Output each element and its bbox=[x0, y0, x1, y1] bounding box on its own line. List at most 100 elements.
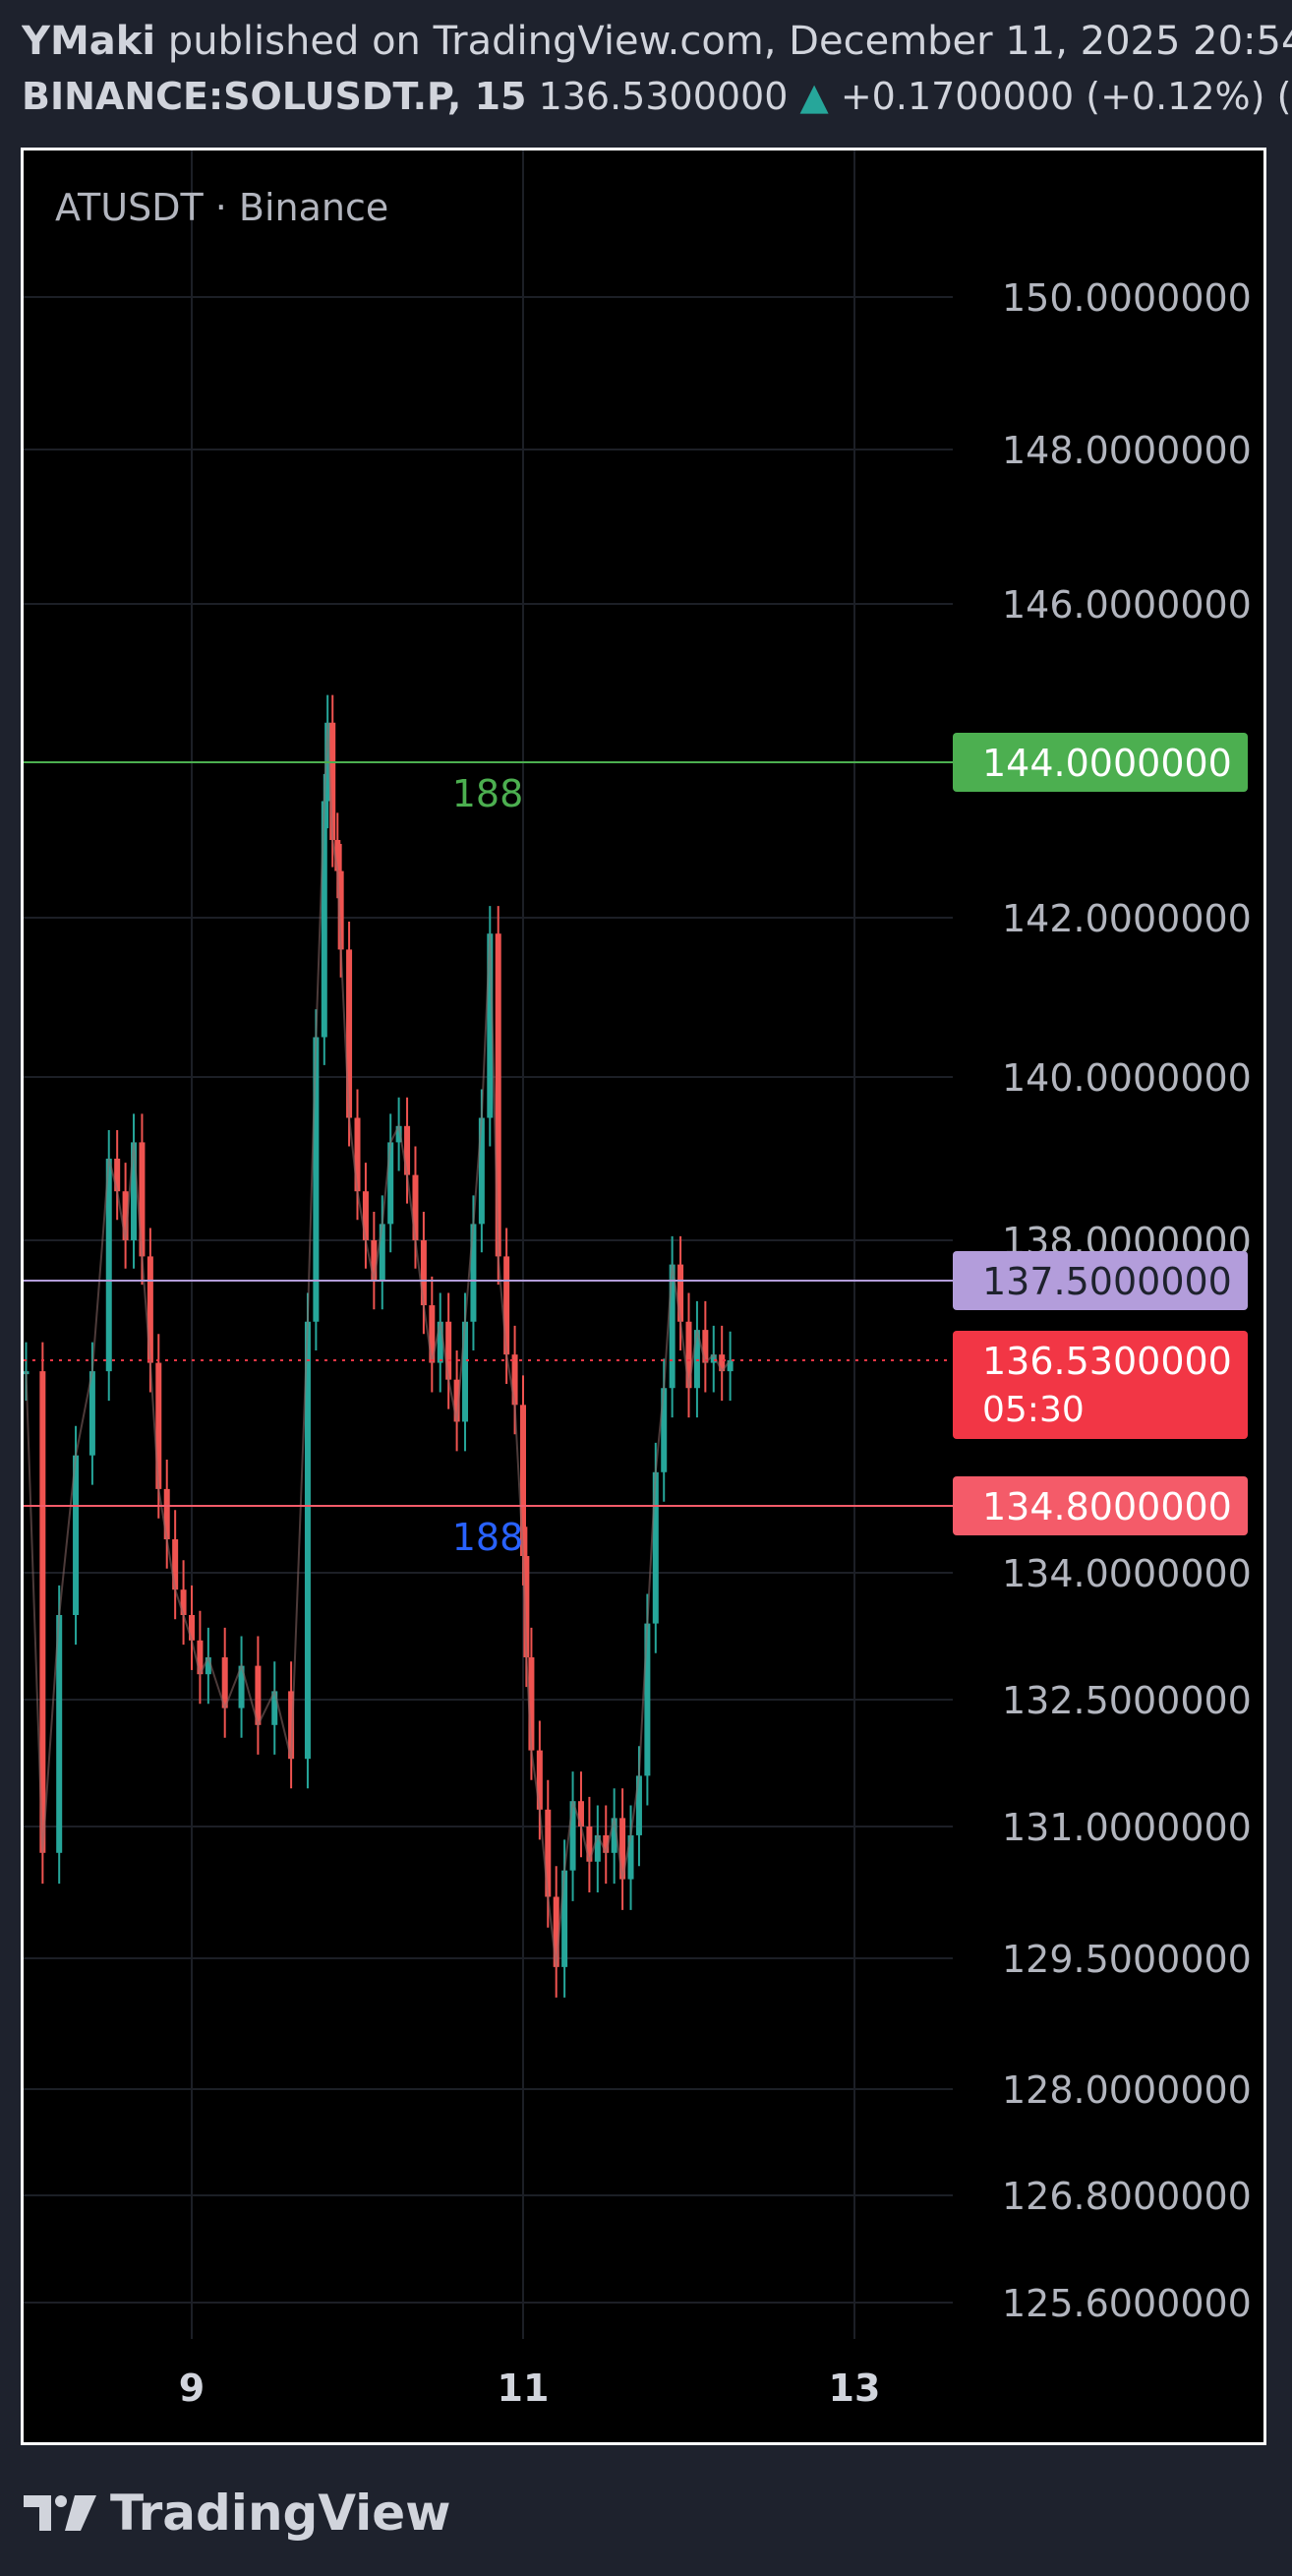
chart-title: ATUSDT · Binance bbox=[55, 186, 389, 229]
y-tick-label: 146.0000000 bbox=[1002, 583, 1252, 627]
candle-body bbox=[238, 1665, 245, 1708]
candle-body bbox=[702, 1330, 709, 1363]
chart-canvas[interactable]: 150.0000000 148.0000000 146.0000000 142.000… bbox=[24, 150, 1263, 2442]
candle-body bbox=[611, 1818, 617, 1853]
candle-body bbox=[395, 1125, 402, 1143]
candle-body bbox=[329, 722, 336, 840]
y-tick-label: 128.0000000 bbox=[1002, 2068, 1252, 2112]
last-price: 136.5300000 bbox=[538, 75, 789, 118]
candle-body bbox=[346, 949, 353, 1118]
candle-body bbox=[56, 1615, 63, 1853]
y-tick-label: 131.0000000 bbox=[1002, 1806, 1252, 1849]
candle-body bbox=[337, 870, 344, 950]
candle-body bbox=[404, 1125, 411, 1175]
candle-body bbox=[172, 1539, 179, 1590]
y-tick-label: 140.0000000 bbox=[1002, 1056, 1252, 1100]
candle-body bbox=[603, 1834, 610, 1853]
x-tick-label: 9 bbox=[179, 2366, 205, 2410]
level-price-label: 144.0000000 bbox=[982, 742, 1232, 785]
current-price-label: 136.5300000 bbox=[982, 1340, 1232, 1383]
candle-body bbox=[619, 1818, 626, 1880]
candle-body bbox=[271, 1691, 278, 1725]
candle-body bbox=[511, 1354, 518, 1406]
candle-body bbox=[155, 1362, 162, 1489]
symbol-name[interactable]: BINANCE:SOLUSDT.P, 15 bbox=[22, 75, 527, 118]
price-series-line bbox=[25, 722, 732, 1968]
candle-body bbox=[88, 1371, 95, 1456]
candle-body bbox=[685, 1321, 692, 1389]
author-name[interactable]: YMaki bbox=[22, 19, 156, 64]
candle-body bbox=[545, 1809, 552, 1897]
tradingview-footer[interactable]: TradingView bbox=[22, 2479, 450, 2547]
candle-body bbox=[478, 1117, 485, 1225]
y-tick-label: 129.5000000 bbox=[1002, 1938, 1252, 1981]
candle-body bbox=[288, 1691, 295, 1760]
candle-body bbox=[437, 1321, 443, 1363]
y-tick-label: 126.8000000 bbox=[1002, 2175, 1252, 2218]
level-price-label-box bbox=[953, 1251, 1248, 1310]
level-price-label-box bbox=[953, 733, 1248, 792]
candle-body bbox=[627, 1834, 634, 1880]
candle-body bbox=[470, 1224, 477, 1322]
candle-body bbox=[462, 1321, 469, 1422]
y-tick-label: 142.0000000 bbox=[1002, 897, 1252, 940]
candle-body bbox=[412, 1174, 419, 1240]
x-tick-label: 11 bbox=[498, 2366, 550, 2410]
candle-body bbox=[652, 1471, 659, 1624]
publish-line: YMaki published on TradingView.com, Dece… bbox=[22, 14, 1292, 69]
candle-body bbox=[669, 1264, 675, 1389]
chart-panel[interactable]: 150.0000000 148.0000000 146.0000000 142.000… bbox=[21, 148, 1266, 2445]
candle-body bbox=[569, 1801, 576, 1871]
candle-body bbox=[528, 1657, 535, 1751]
candle-body bbox=[205, 1657, 211, 1675]
candle-body bbox=[147, 1256, 153, 1363]
tradingview-brand: TradingView bbox=[110, 2485, 451, 2542]
publish-header: YMaki published on TradingView.com, Dece… bbox=[22, 14, 1292, 124]
candle-body bbox=[536, 1750, 543, 1810]
level-annotation: 188 bbox=[452, 772, 524, 815]
candle-body bbox=[644, 1623, 651, 1776]
countdown-label: 05:30 bbox=[982, 1390, 1085, 1430]
candle-body bbox=[719, 1354, 726, 1372]
candle-body bbox=[39, 1371, 46, 1853]
candle-body bbox=[577, 1801, 584, 1827]
candle-body bbox=[661, 1388, 668, 1472]
candle-body bbox=[255, 1665, 262, 1725]
candle-body bbox=[354, 1117, 361, 1192]
candle-body bbox=[635, 1775, 642, 1835]
y-tick-label: 134.0000000 bbox=[1002, 1552, 1252, 1595]
candle-body bbox=[379, 1224, 385, 1281]
candle-body bbox=[73, 1455, 80, 1615]
candle-body bbox=[420, 1240, 427, 1306]
candle-body bbox=[139, 1142, 146, 1257]
candle-body bbox=[197, 1640, 204, 1675]
symbol-line: BINANCE:SOLUSDT.P, 15 136.5300000 ▲ +0.1… bbox=[22, 69, 1292, 124]
candle-body bbox=[221, 1657, 228, 1708]
candle-body bbox=[334, 840, 341, 871]
candle-body bbox=[313, 1037, 320, 1322]
candle-body bbox=[710, 1354, 717, 1363]
candle-body bbox=[561, 1870, 568, 1967]
candle-body bbox=[503, 1256, 510, 1355]
candle-body bbox=[371, 1240, 378, 1281]
candle-body bbox=[495, 933, 501, 1257]
y-tick-label: 132.5000000 bbox=[1002, 1679, 1252, 1722]
candle-body bbox=[594, 1834, 601, 1862]
y-tick-label: 148.0000000 bbox=[1002, 429, 1252, 472]
price-change: +0.1700000 (+0.12%) bbox=[840, 75, 1265, 118]
candle-body bbox=[586, 1827, 593, 1862]
current-price-label-box bbox=[953, 1331, 1248, 1439]
y-tick-label: 125.6000000 bbox=[1002, 2282, 1252, 2325]
up-arrow-icon: ▲ bbox=[799, 75, 829, 118]
candle-body bbox=[105, 1159, 112, 1372]
candle-body bbox=[114, 1159, 121, 1192]
level-price-label-box bbox=[953, 1476, 1248, 1535]
trailing-text: ( bbox=[1276, 75, 1292, 118]
candle-body bbox=[189, 1615, 195, 1641]
candle-body bbox=[362, 1191, 369, 1240]
x-tick-label: 13 bbox=[829, 2366, 881, 2410]
candle-body bbox=[304, 1321, 311, 1760]
y-tick-label: 150.0000000 bbox=[1002, 276, 1252, 320]
candle-body bbox=[553, 1896, 559, 1967]
candle-body bbox=[727, 1360, 734, 1372]
